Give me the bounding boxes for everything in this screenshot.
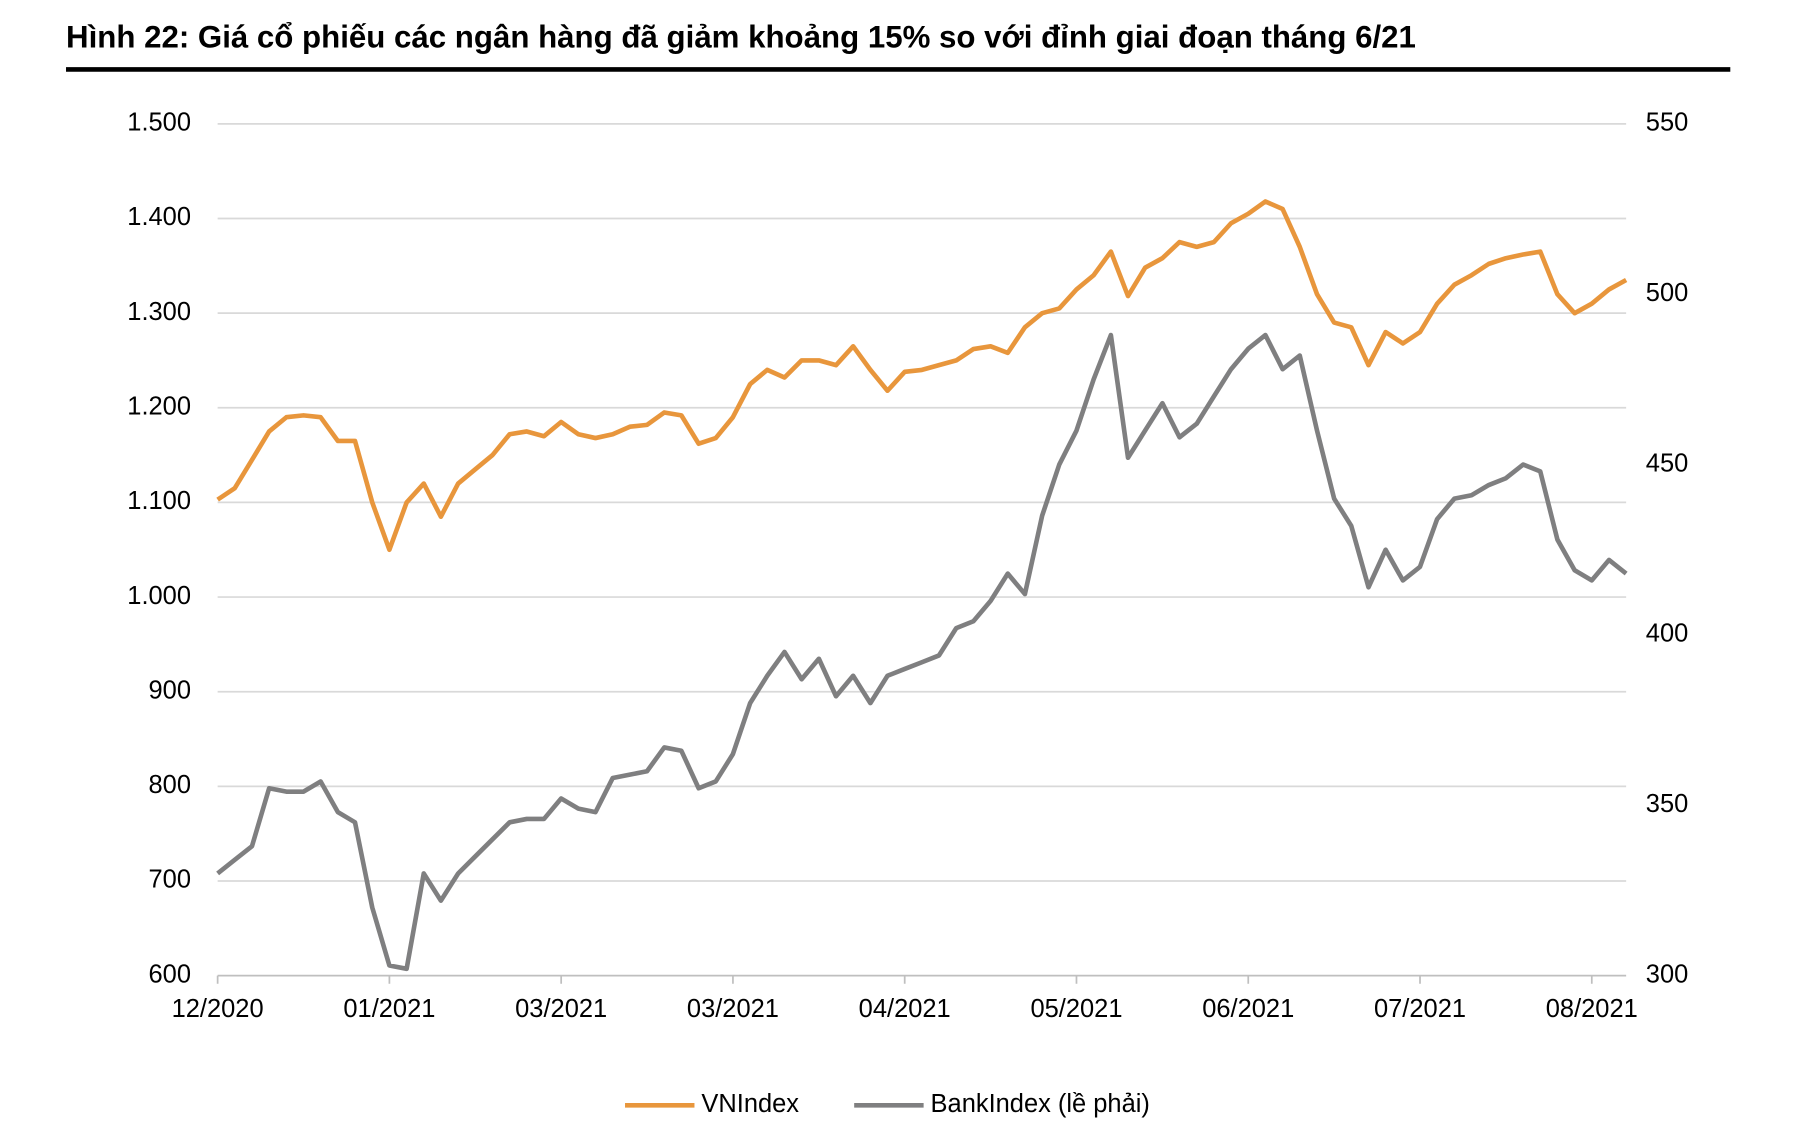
y-tick-label: 1.300	[127, 298, 191, 326]
y-tick-label: 700	[149, 866, 191, 894]
x-tick-label: 01/2021	[343, 995, 435, 1023]
y-tick-label: 1.100	[127, 487, 191, 515]
y-tick-label: 900	[149, 676, 191, 704]
y-tick-label: 1.000	[127, 582, 191, 610]
y2-tick-label: 450	[1646, 449, 1688, 477]
legend-label: BankIndex (lề phải)	[931, 1090, 1150, 1118]
y-tick-label: 600	[149, 960, 191, 988]
chart-title: Hình 22: Giá cổ phiếu các ngân hàng đã g…	[66, 20, 1416, 55]
y2-tick-label: 300	[1646, 960, 1688, 988]
y-tick-label: 1.400	[127, 203, 191, 231]
x-tick-label: 12/2020	[172, 995, 264, 1023]
series-line	[216, 332, 1628, 972]
y-tick-label: 1.200	[127, 392, 191, 420]
y2-tick-label: 400	[1646, 620, 1688, 648]
legend-label: VNIndex	[701, 1090, 799, 1118]
x-tick-label: 08/2021	[1546, 995, 1638, 1023]
x-tick-label: 03/2021	[687, 995, 779, 1023]
x-tick-label: 05/2021	[1030, 995, 1122, 1023]
series-line	[216, 199, 1628, 553]
x-tick-label: 03/2021	[515, 995, 607, 1023]
x-tick-label: 04/2021	[859, 995, 951, 1023]
x-tick-label: 07/2021	[1374, 995, 1466, 1023]
x-tick-label: 06/2021	[1202, 995, 1294, 1023]
y2-tick-label: 550	[1646, 109, 1688, 137]
y2-tick-label: 350	[1646, 790, 1688, 818]
title-rule	[66, 67, 1731, 72]
y-tick-label: 1.500	[127, 109, 191, 137]
y2-tick-label: 500	[1646, 279, 1688, 307]
y-tick-label: 800	[149, 771, 191, 799]
